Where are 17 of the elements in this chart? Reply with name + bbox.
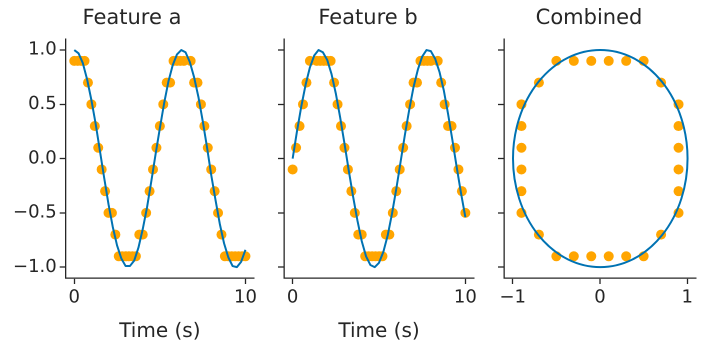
- x-tick-label: 0: [594, 286, 606, 308]
- x-tick-label: 10: [454, 286, 477, 308]
- y-tick-label: 0.0: [28, 147, 57, 168]
- x-axis-title: Time (s): [118, 318, 201, 342]
- chart-title: Combined: [536, 5, 642, 30]
- x-axis-title: Time (s): [337, 318, 420, 342]
- x-tick-label: 10: [234, 286, 257, 308]
- y-tick-label: 1.0: [28, 38, 57, 60]
- x-tick-label: −1: [499, 286, 526, 308]
- y-tick-label: −0.5: [12, 202, 57, 223]
- chart-title: Feature a: [82, 5, 182, 30]
- y-tick-label: 0.5: [28, 93, 57, 114]
- y-tick-label: −1.0: [12, 256, 57, 277]
- x-tick-label: 1: [682, 286, 693, 308]
- x-tick-label: 0: [68, 286, 80, 308]
- x-tick-label: 0: [286, 286, 298, 308]
- chart-title: Feature b: [318, 5, 418, 30]
